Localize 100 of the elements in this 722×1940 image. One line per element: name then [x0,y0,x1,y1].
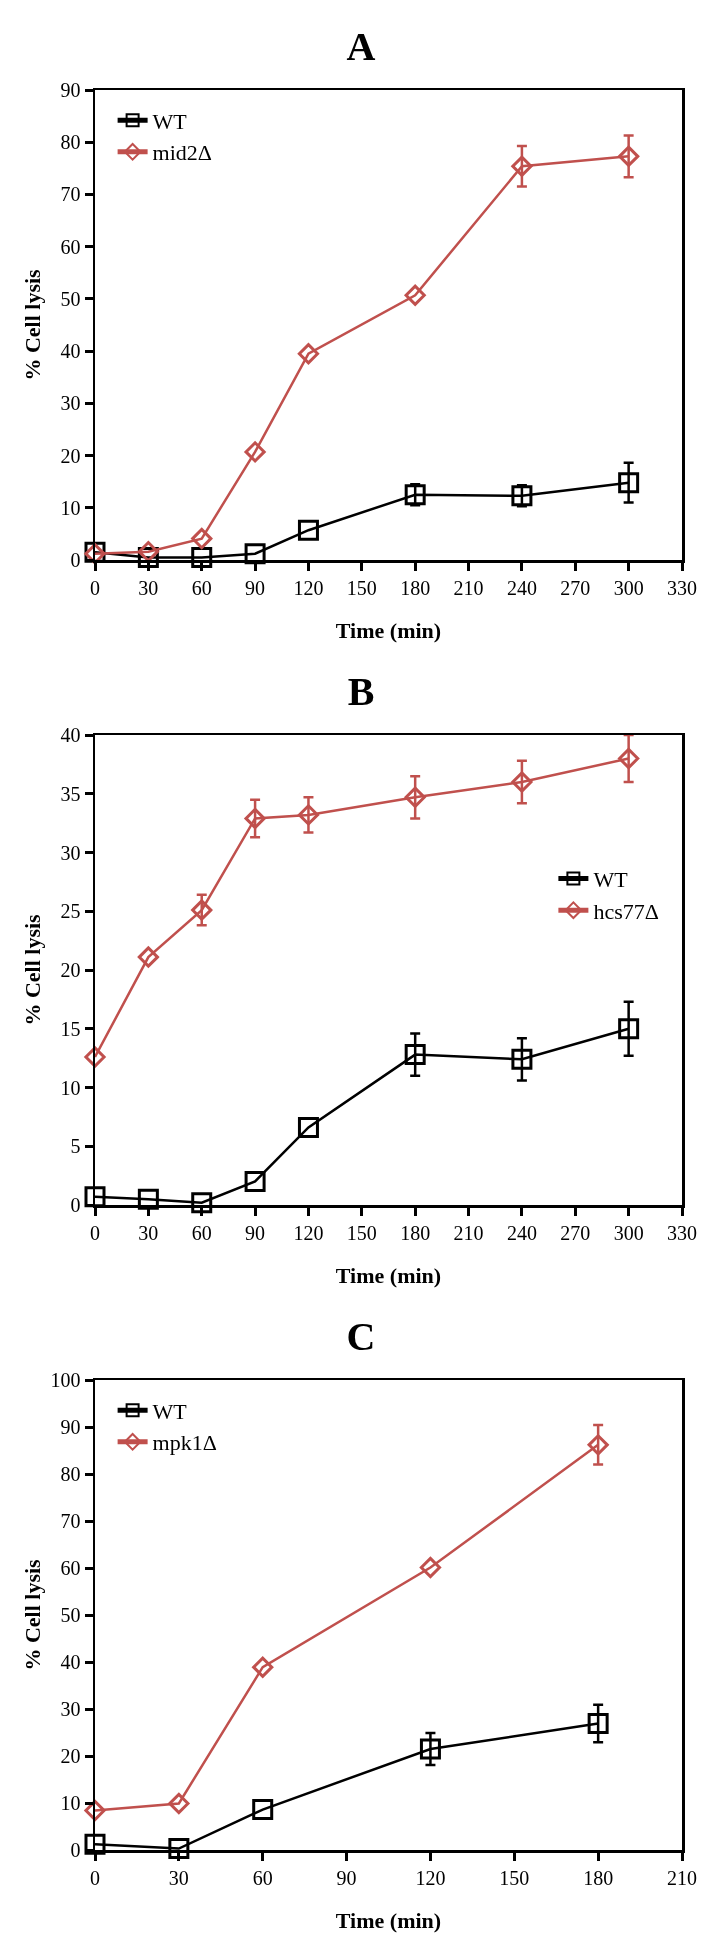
y-tick-label: 10 [60,1076,81,1099]
y-tick-label: 40 [60,340,81,363]
y-tick-label: 40 [60,724,81,746]
point [618,747,640,770]
point [244,543,266,565]
x-tick-label: 270 [560,576,591,599]
point [419,1556,442,1579]
x-tick-label: 60 [191,576,212,599]
x-tick-label: 210 [453,1221,484,1244]
x-tick-label: 0 [90,1866,100,1889]
point [191,546,213,568]
x-tick-label: 330 [667,576,697,599]
legend-label: mpk1Δ [152,1430,217,1456]
point [587,1434,609,1456]
x-tick-label: 150 [346,576,377,599]
legend-label: mid2Δ [152,140,212,166]
point [191,1192,213,1214]
point [252,1656,274,1678]
x-tick-label: 240 [506,576,537,599]
y-tick-label: 100 [50,1369,81,1391]
point [419,1738,441,1760]
point [84,1186,106,1208]
x-tick-label: 90 [245,576,266,599]
point [191,527,213,550]
point [191,899,213,921]
y-tick-label: 20 [60,959,81,981]
x-tick-label: 120 [415,1866,446,1889]
x-tick-label: 60 [191,1221,212,1244]
y-tick-label: 70 [60,183,81,206]
x-tick-label: 30 [138,576,159,599]
y-tick-label: 80 [60,131,81,154]
point [244,1171,266,1192]
x-tick-label: 60 [252,1866,273,1889]
x-tick-label: 210 [453,576,484,599]
y-tick-label: 15 [60,1017,81,1040]
y-tick-label: 20 [60,444,81,467]
legend-label: WT [152,108,188,134]
y-tick-label: 70 [60,1510,81,1532]
point [84,1046,106,1068]
chart-title: B [347,669,375,715]
chart-title: C [346,1314,376,1360]
x-tick-label: 270 [560,1221,591,1244]
legend-label: WT [152,1398,188,1424]
x-tick-label: 330 [667,1221,697,1244]
point [137,1188,159,1210]
y-tick-label: 90 [60,1416,81,1438]
point [297,343,320,365]
x-tick-label: 120 [293,576,324,599]
x-tick-label: 0 [90,1221,100,1244]
y-tick-label: 10 [60,1792,81,1814]
point [618,1018,640,1040]
x-tick-label: 0 [90,576,100,599]
y-axis-title: % Cell lysis [19,268,45,381]
x-tick-label: 300 [613,576,644,599]
y-tick-label: 60 [60,235,81,258]
point [404,786,426,808]
y-axis-title: % Cell lysis [19,913,45,1026]
y-tick-label: 30 [60,1698,81,1720]
y-axis-title: % Cell lysis [19,1558,45,1671]
point [84,1833,106,1855]
point [511,155,533,177]
point [297,804,320,826]
point [168,1838,190,1860]
point [511,1048,533,1070]
point [297,1116,319,1138]
point [511,771,533,793]
x-tick-label: 180 [583,1866,614,1889]
x-tick-label: 180 [400,1221,431,1244]
y-tick-label: 10 [60,496,81,519]
point [168,1792,190,1815]
y-tick-label: 60 [60,1557,81,1579]
y-tick-label: 40 [60,1651,81,1673]
y-tick-label: 0 [70,1839,81,1861]
point [511,485,533,507]
y-tick-label: 25 [60,900,81,923]
legend-label: hcs77Δ [593,898,659,924]
y-tick-label: 20 [60,1745,81,1767]
x-tick-label: 30 [138,1221,159,1244]
x-tick-label: 120 [293,1221,324,1244]
x-tick-label: 300 [613,1221,644,1244]
y-tick-label: 50 [60,287,81,310]
point [618,472,640,494]
x-tick-label: 90 [245,1221,266,1244]
y-tick-label: 0 [70,549,81,571]
point [404,284,426,306]
x-tick-label: 150 [499,1866,530,1889]
y-tick-label: 80 [60,1463,81,1485]
point [618,145,640,167]
point [252,1799,274,1821]
y-tick-label: 30 [60,841,81,864]
y-tick-label: 30 [60,392,81,415]
legend-label: WT [593,867,629,893]
x-axis-title: Time (min) [335,1907,442,1933]
x-axis-title: Time (min) [335,617,442,643]
y-tick-label: 5 [70,1135,81,1158]
x-tick-label: 240 [506,1221,537,1244]
y-tick-label: 0 [70,1194,81,1216]
y-tick-label: 50 [60,1604,81,1626]
x-tick-label: 90 [336,1866,357,1889]
x-tick-label: 150 [346,1221,377,1244]
